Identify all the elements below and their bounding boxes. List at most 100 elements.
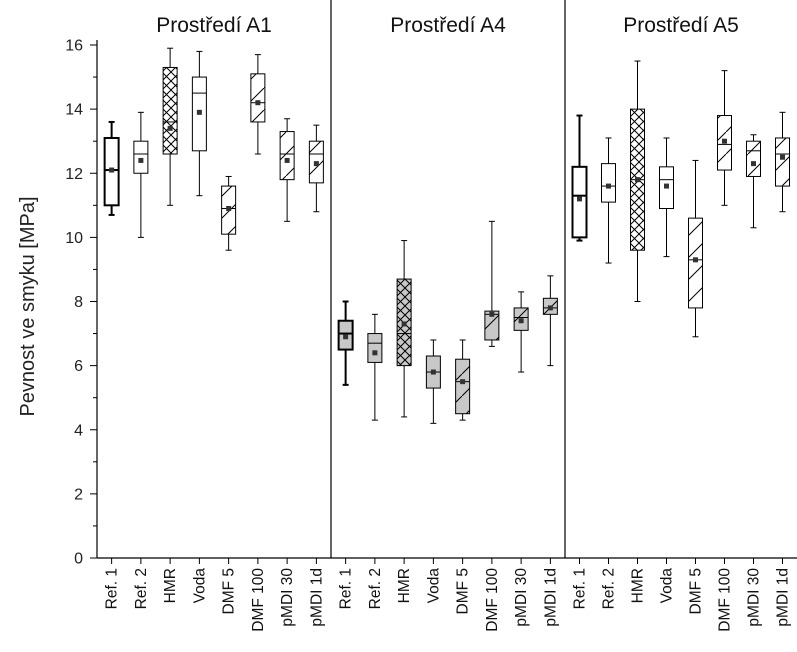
- x-tick-label: pMDI 1d: [308, 568, 325, 627]
- mean-marker: [780, 154, 785, 160]
- box-dmf-100: [717, 70, 732, 206]
- mean-marker: [518, 318, 524, 324]
- box-hatch: [163, 67, 178, 155]
- x-tick-label: pMDI 30: [513, 568, 530, 627]
- mean-marker: [255, 100, 261, 106]
- box-ref-1: [103, 120, 120, 216]
- box-dmf-100: [250, 54, 266, 155]
- box-outline: [659, 166, 674, 210]
- x-tick-label: DMF 100: [717, 568, 734, 632]
- box-ref-1: [571, 114, 588, 242]
- x-tick-label: DMF 5: [688, 568, 705, 615]
- y-tick-label: 14: [65, 102, 83, 119]
- box-outline: [484, 310, 500, 341]
- mean-marker: [489, 311, 495, 317]
- mean-marker: [196, 109, 202, 115]
- box-outline: [191, 76, 207, 152]
- box-outline: [396, 278, 412, 367]
- y-tick-label: 6: [74, 358, 83, 375]
- box-outline: [250, 73, 266, 123]
- panel-title: Prostředí A4: [390, 14, 506, 37]
- mean-marker: [372, 350, 378, 356]
- box-outline: [542, 297, 558, 315]
- mean-marker: [343, 334, 349, 340]
- x-tick-label: Voda: [659, 568, 676, 604]
- mean-marker: [606, 183, 611, 189]
- x-tick-label: pMDI 1d: [542, 568, 559, 627]
- box-pmdi-30: [746, 134, 761, 229]
- box-ref-2: [367, 313, 383, 421]
- mean-marker: [167, 125, 173, 131]
- box-hatch: [250, 73, 265, 122]
- x-tick-label: Ref. 1: [104, 568, 121, 609]
- box-pmdi-1d: [542, 275, 558, 367]
- mean-marker: [284, 157, 290, 163]
- box-outline: [571, 165, 588, 239]
- x-tick-label: pMDI 30: [746, 568, 763, 627]
- x-tick-label: Ref. 2: [601, 568, 618, 609]
- panel-title: Prostředí A5: [623, 14, 739, 37]
- x-tick-label: Ref. 1: [338, 568, 355, 609]
- box-outline: [455, 358, 471, 415]
- mean-marker: [577, 196, 582, 202]
- box-pmdi-1d: [308, 124, 324, 213]
- box-outline: [279, 131, 295, 181]
- box-dmf-5: [221, 175, 237, 251]
- mean-marker: [664, 183, 669, 189]
- box-ref-2: [133, 111, 149, 238]
- box-hatch: [746, 141, 761, 177]
- box-outline: [162, 66, 178, 155]
- box-hatch: [775, 137, 790, 187]
- box-fill: [133, 141, 148, 174]
- box-fill: [601, 163, 616, 203]
- box-fill: [367, 333, 382, 363]
- box-pmdi-30: [513, 291, 529, 373]
- x-tick-label: DMF 100: [484, 568, 501, 632]
- box-outline: [775, 137, 790, 187]
- y-tick-label: 8: [74, 294, 83, 311]
- x-tick-label: HMR: [162, 568, 179, 603]
- box-hmr: [162, 47, 178, 206]
- x-tick-label: Voda: [191, 568, 208, 604]
- mean-marker: [547, 305, 553, 311]
- box-hatch: [688, 218, 703, 308]
- box-outline: [717, 115, 732, 171]
- y-tick-label: 4: [74, 422, 83, 439]
- x-tick-label: Voda: [425, 568, 442, 604]
- mean-marker: [313, 161, 319, 167]
- mean-marker: [430, 369, 436, 375]
- y-tick-label: 10: [65, 230, 83, 247]
- box-voda: [659, 137, 674, 258]
- x-tick-label: DMF 100: [250, 568, 267, 632]
- mean-marker: [693, 257, 698, 263]
- y-tick-label: 0: [74, 551, 83, 568]
- box-outline: [688, 217, 703, 309]
- box-pmdi-30: [279, 118, 295, 222]
- x-tick-label: DMF 5: [221, 568, 238, 615]
- panel-title: Prostředí A1: [156, 14, 272, 37]
- box-hatch: [455, 359, 470, 414]
- box-hmr: [630, 60, 645, 302]
- mean-marker: [722, 138, 727, 144]
- x-tick-label: Ref. 2: [133, 568, 150, 609]
- box-outline: [601, 163, 616, 203]
- x-tick-label: Ref. 1: [572, 568, 589, 609]
- mean-marker: [226, 206, 232, 212]
- box-dmf-100: [484, 220, 500, 347]
- box-outline: [746, 140, 761, 177]
- y-tick-label: 12: [65, 166, 83, 183]
- box-fill: [572, 166, 587, 238]
- box-dmf-5: [688, 159, 703, 338]
- box-ref-2: [601, 137, 616, 264]
- y-axis-label: Pevnost ve smyku [MPa]: [17, 196, 39, 416]
- box-voda: [191, 50, 207, 197]
- box-outline: [337, 319, 354, 351]
- x-tick-label: pMDI 1d: [775, 568, 792, 627]
- mean-marker: [109, 167, 115, 173]
- box-hmr: [396, 240, 412, 418]
- box-hatch: [280, 131, 295, 180]
- box-hatch: [484, 311, 499, 340]
- box-pmdi-1d: [775, 111, 790, 213]
- x-tick-label: pMDI 30: [279, 568, 296, 627]
